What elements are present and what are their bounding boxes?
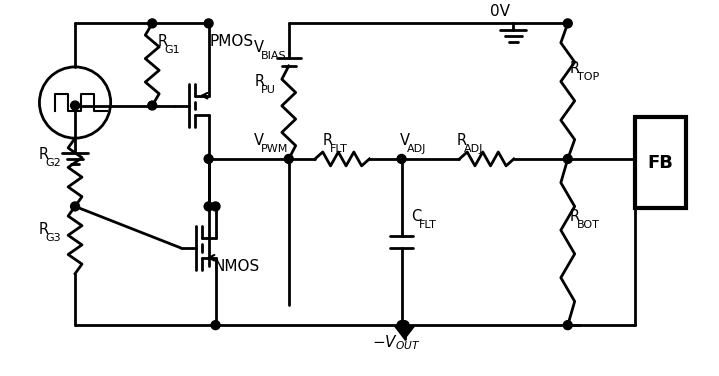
Text: R: R (38, 222, 49, 237)
Text: R: R (322, 133, 332, 148)
Text: R: R (569, 209, 580, 224)
Text: R: R (38, 147, 49, 162)
Circle shape (563, 19, 572, 28)
Text: TOP: TOP (577, 72, 599, 82)
Text: ADJ: ADJ (464, 144, 483, 154)
Circle shape (204, 19, 213, 28)
Circle shape (563, 155, 572, 164)
Circle shape (563, 321, 572, 330)
Text: G1: G1 (165, 45, 180, 55)
Text: V: V (254, 40, 264, 55)
Text: R: R (457, 133, 467, 148)
Circle shape (70, 202, 80, 211)
Text: FLT: FLT (418, 220, 436, 230)
Text: R: R (569, 61, 580, 76)
Text: NMOS: NMOS (214, 259, 260, 274)
Text: ADJ: ADJ (407, 144, 426, 154)
Text: PMOS: PMOS (210, 34, 254, 49)
Circle shape (284, 155, 293, 164)
Circle shape (204, 155, 213, 164)
Polygon shape (395, 326, 414, 339)
Circle shape (211, 202, 220, 211)
Text: FLT: FLT (329, 144, 347, 154)
Text: 0V: 0V (490, 5, 510, 20)
Circle shape (400, 321, 409, 330)
Text: G3: G3 (45, 233, 61, 243)
Text: V: V (254, 133, 264, 148)
Text: FB: FB (648, 154, 674, 172)
Text: BIAS: BIAS (261, 51, 287, 61)
Text: PU: PU (261, 85, 276, 95)
Text: C: C (411, 209, 421, 224)
Text: R: R (254, 74, 265, 89)
Text: $-V_{OUT}$: $-V_{OUT}$ (372, 333, 421, 352)
Text: G2: G2 (45, 158, 61, 168)
Circle shape (397, 321, 406, 330)
Circle shape (70, 101, 80, 110)
Circle shape (148, 101, 157, 110)
Text: PWM: PWM (261, 144, 288, 154)
Circle shape (211, 321, 220, 330)
Circle shape (148, 19, 157, 28)
Text: BOT: BOT (577, 220, 600, 230)
Text: R: R (157, 34, 168, 49)
Circle shape (397, 155, 406, 164)
Text: V: V (400, 133, 410, 148)
Circle shape (204, 202, 213, 211)
